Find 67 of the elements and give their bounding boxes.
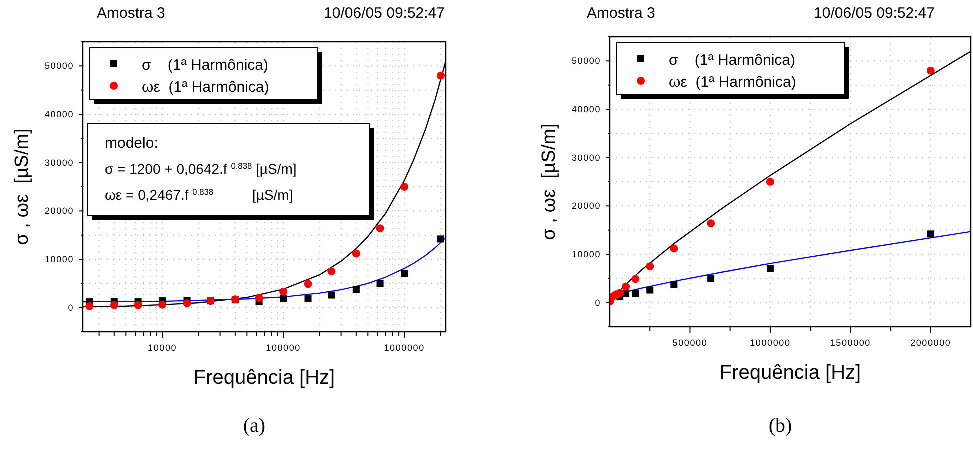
- point: [158, 300, 167, 309]
- y-axis-title: σ , ωε [µS/m]: [539, 124, 560, 240]
- point: [304, 280, 312, 288]
- annotation: σ = 1200 + 0,0642.f $^{0.838}$ [µS/m]: [105, 161, 297, 177]
- point: [401, 270, 408, 278]
- y-tick-label: 20000: [572, 201, 601, 212]
- point: [616, 289, 624, 298]
- point: [352, 286, 360, 294]
- x-tick-label: 2000000: [910, 338, 952, 348]
- point: [927, 230, 934, 238]
- y-tick-label: 0: [595, 298, 601, 308]
- text: (b): [768, 415, 792, 437]
- point: [708, 275, 715, 282]
- point: [134, 301, 142, 310]
- chart-subtitle: 10/06/05 09:52:47: [324, 5, 445, 22]
- point: [400, 183, 409, 191]
- point: [328, 292, 336, 299]
- y-tick-label: 10000: [572, 250, 601, 260]
- y-tick-label: 20000: [44, 206, 74, 216]
- y-tick-label: 50000: [44, 61, 74, 72]
- text: (a): [243, 415, 266, 437]
- point: [926, 66, 935, 75]
- point: [376, 280, 384, 288]
- annotation: modelo:: [105, 135, 158, 152]
- point: [622, 282, 630, 291]
- y-tick-label: 10000: [44, 254, 74, 264]
- point: [376, 224, 384, 233]
- x-axis-title: Frequência [Hz]: [720, 362, 862, 384]
- point: [280, 288, 288, 296]
- x-tick-label: 10000: [148, 343, 178, 353]
- x-axis-title: Frequência [Hz]: [194, 367, 336, 389]
- y-tick-label: 30000: [572, 152, 601, 163]
- legend-label: ωε (1ª Harmônica): [142, 79, 270, 96]
- legend-label: σ (1ª Harmônica): [142, 57, 269, 74]
- chart-title: Amostra 3: [587, 5, 656, 22]
- point: [766, 178, 774, 186]
- point: [352, 250, 360, 258]
- point: [183, 299, 192, 308]
- y-tick-label: 0: [68, 302, 74, 313]
- point: [707, 220, 716, 228]
- point: [632, 275, 640, 284]
- point: [304, 295, 312, 302]
- y-axis-title: σ , ωε [µS/m]: [12, 128, 33, 246]
- point: [670, 281, 678, 288]
- point: [646, 286, 654, 294]
- legend-label: σ (1ª Harmônica): [669, 52, 796, 69]
- y-tick-label: 40000: [572, 104, 601, 114]
- point: [670, 244, 678, 253]
- legend-label: ωε (1ª Harmônica): [669, 74, 796, 91]
- point: [766, 266, 774, 272]
- x-tick-label: 1000000: [750, 338, 791, 348]
- y-tick-label: 40000: [44, 110, 74, 120]
- chart-title: Amostra 3: [97, 5, 166, 22]
- point: [86, 302, 94, 310]
- x-tick-label: 500000: [672, 338, 708, 348]
- y-tick-label: 50000: [572, 56, 601, 66]
- x-tick-label: 1000000: [384, 343, 425, 353]
- x-tick-label: 1500000: [830, 338, 871, 348]
- chart-subtitle: 10/06/05 09:52:47: [814, 5, 935, 22]
- point: [632, 290, 640, 298]
- point: [110, 301, 118, 310]
- point: [280, 295, 288, 302]
- point: [646, 262, 654, 271]
- point: [328, 268, 336, 276]
- x-tick-label: 100000: [266, 343, 301, 353]
- y-tick-label: 30000: [44, 158, 74, 168]
- point: [255, 294, 264, 302]
